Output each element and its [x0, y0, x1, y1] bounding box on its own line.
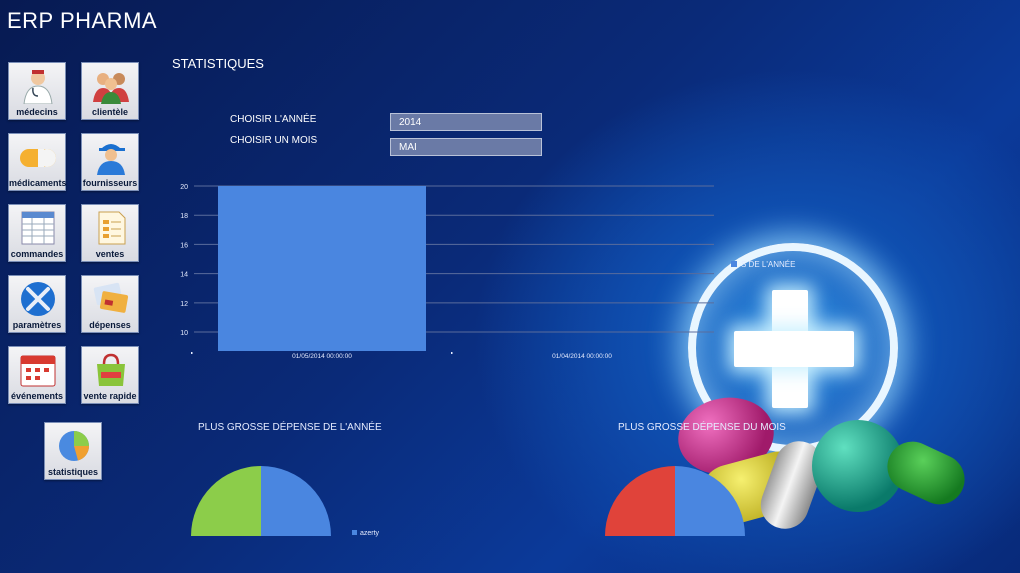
nav-tile-label: clientèle — [91, 107, 129, 117]
pie-slice[interactable] — [191, 466, 261, 536]
bar-ytick-label: 12 — [180, 301, 188, 308]
nav-tile-clientele[interactable]: clientèle — [81, 62, 139, 120]
nav-tile-label: médicaments — [9, 178, 67, 188]
pie-month-title: PLUS GROSSE DÉPENSE DU MOIS — [618, 422, 786, 433]
pie-slice[interactable] — [675, 466, 745, 536]
bar[interactable] — [218, 186, 426, 351]
pie-chart-icon — [59, 431, 90, 461]
bar-ytick-label: 10 — [180, 330, 188, 337]
nav-tile-label: médecins — [16, 107, 58, 117]
nav-tile-statistiques[interactable]: statistiques — [44, 422, 102, 480]
nav-tile-label: vente rapide — [83, 391, 137, 401]
doctor-icon — [23, 70, 53, 104]
bar-ytick-label: 14 — [180, 272, 188, 279]
pie-legend-swatch — [352, 530, 357, 535]
bar-axis-tick — [191, 352, 193, 354]
order-form-icon — [21, 211, 55, 245]
medical-cross-horizontal — [734, 331, 854, 367]
nav-tile-evenements[interactable]: événements — [8, 346, 66, 404]
pie-legend-label: azerty — [360, 530, 380, 537]
bar-axis-tick — [451, 352, 453, 354]
nav-tile-label: statistiques — [47, 467, 98, 477]
tools-icon — [21, 282, 55, 316]
month-label: CHOISIR UN MOIS — [230, 135, 318, 146]
pie-slice[interactable] — [605, 466, 675, 536]
nav-tile-label: dépenses — [89, 320, 131, 330]
year-label: CHOISIR L'ANNÉE — [230, 114, 317, 125]
sales-document-icon — [98, 211, 126, 245]
credit-card-icon — [93, 282, 129, 313]
nav-tile-label: commandes — [10, 249, 64, 259]
section-title: STATISTIQUES — [172, 56, 264, 71]
nav-tile-commandes[interactable]: commandes — [8, 204, 66, 262]
nav-tile-label: ventes — [95, 249, 125, 259]
nav-tile-fournisseurs[interactable]: fournisseurs — [81, 133, 139, 191]
pie-year-title: PLUS GROSSE DÉPENSE DE L'ANNÉE — [198, 422, 382, 433]
month-select[interactable]: MAI — [390, 138, 542, 156]
bar-category-label: 01/05/2014 00:00:00 — [292, 353, 352, 360]
calendar-icon — [20, 355, 56, 387]
year-select[interactable]: 2014 — [390, 113, 542, 131]
people-icon — [93, 73, 129, 104]
nav-tile-parametres[interactable]: paramètres — [8, 275, 66, 333]
nav-tile-ventes[interactable]: ventes — [81, 204, 139, 262]
bar-ytick-label: 16 — [180, 242, 188, 249]
bar-category-label: 01/04/2014 00:00:00 — [552, 353, 612, 360]
nav-tile-depenses[interactable]: dépenses — [81, 275, 139, 333]
nav-tile-medecins[interactable]: médecins — [8, 62, 66, 120]
shopping-bag-icon — [97, 353, 125, 386]
pill-icon — [20, 149, 56, 167]
bar-ytick-label: 18 — [180, 213, 188, 220]
nav-tile-label: événements — [10, 391, 64, 401]
nav-tile-vente-rapide[interactable]: vente rapide — [81, 346, 139, 404]
supplier-icon — [97, 144, 125, 175]
bar-ytick-label: 20 — [180, 184, 188, 191]
nav-tile-label: paramètres — [12, 320, 62, 330]
bar-legend-label: S DE L'ANNÉE — [741, 260, 795, 269]
nav-tile-medicaments[interactable]: médicaments — [8, 133, 67, 191]
nav-tile-label: fournisseurs — [82, 178, 138, 188]
pie-slice[interactable] — [261, 466, 331, 536]
app-title: ERP PHARMA — [7, 8, 158, 33]
bar-legend-swatch — [731, 261, 737, 267]
